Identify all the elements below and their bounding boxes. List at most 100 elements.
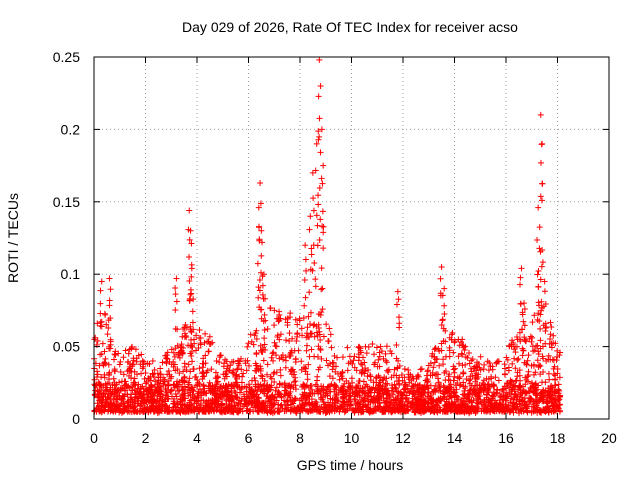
data-point <box>259 282 266 289</box>
data-point <box>197 402 204 409</box>
data-point <box>141 404 148 411</box>
data-point-peak <box>521 300 528 307</box>
data-point <box>229 383 236 390</box>
data-point <box>97 300 104 307</box>
data-point <box>262 295 269 302</box>
data-point <box>521 336 528 343</box>
data-point <box>347 392 354 399</box>
data-point <box>110 375 117 382</box>
data-point <box>494 386 501 393</box>
data-point <box>493 390 500 397</box>
data-point <box>528 379 535 386</box>
data-point <box>319 180 326 187</box>
data-point <box>409 373 416 380</box>
data-point <box>364 393 371 400</box>
data-point <box>186 254 193 261</box>
data-point <box>141 399 148 406</box>
data-point <box>356 392 363 399</box>
data-point <box>316 133 323 140</box>
data-point <box>257 388 264 395</box>
data-point <box>315 192 322 199</box>
data-point <box>437 396 444 403</box>
data-point <box>121 383 128 390</box>
data-point <box>504 379 511 386</box>
data-point <box>266 383 273 390</box>
data-point <box>267 386 274 393</box>
data-point <box>293 338 300 345</box>
data-point <box>258 315 265 322</box>
data-point <box>557 393 564 400</box>
data-point <box>396 324 403 331</box>
data-point <box>303 399 310 406</box>
data-point <box>520 408 527 415</box>
data-point <box>358 370 365 377</box>
data-point <box>519 352 526 359</box>
data-point <box>374 395 381 402</box>
data-point <box>521 322 528 329</box>
data-point <box>539 389 546 396</box>
data-point <box>305 313 312 320</box>
data-point <box>317 311 324 318</box>
data-point <box>179 406 186 413</box>
data-point <box>220 371 227 378</box>
data-point <box>163 358 170 365</box>
data-point <box>339 375 346 382</box>
data-point <box>470 406 477 413</box>
data-point <box>296 315 303 322</box>
data-point <box>189 319 196 326</box>
data-point <box>485 396 492 403</box>
data-point <box>557 349 564 356</box>
data-point <box>546 391 553 398</box>
data-point <box>305 361 312 368</box>
data-point <box>165 368 172 375</box>
x-tick-label: 12 <box>395 430 411 446</box>
data-point <box>470 387 477 394</box>
data-point <box>118 387 125 394</box>
data-point <box>445 401 452 408</box>
data-point <box>538 263 545 270</box>
data-point <box>222 408 229 415</box>
data-point <box>247 331 254 338</box>
data-point <box>206 340 213 347</box>
data-point <box>321 401 328 408</box>
data-point <box>316 115 323 122</box>
data-point <box>484 358 491 365</box>
data-point <box>197 341 204 348</box>
data-point <box>299 332 306 339</box>
data-point <box>154 381 161 388</box>
data-point <box>523 361 530 368</box>
data-point <box>435 379 442 386</box>
data-point <box>359 366 366 373</box>
data-point <box>314 222 321 229</box>
data-point <box>513 406 520 413</box>
data-point <box>120 371 127 378</box>
data-point <box>383 359 390 366</box>
data-point <box>525 368 532 375</box>
data-point <box>554 366 561 373</box>
data-point <box>371 389 378 396</box>
data-point <box>518 394 525 401</box>
data-point <box>319 208 326 215</box>
data-point <box>277 402 284 409</box>
data-point <box>257 306 264 313</box>
data-point <box>530 371 537 378</box>
data-point <box>365 366 372 373</box>
data-point <box>100 404 107 411</box>
data-point <box>460 370 467 377</box>
data-point <box>318 265 325 272</box>
data-point <box>365 390 372 397</box>
data-point <box>223 373 230 380</box>
x-axis-label: GPS time / hours <box>297 457 404 473</box>
data-point <box>339 354 346 361</box>
data-point <box>523 338 530 345</box>
data-point <box>273 352 280 359</box>
data-point <box>535 382 542 389</box>
data-point <box>289 335 296 342</box>
data-point <box>357 345 364 352</box>
data-point <box>168 346 175 353</box>
data-point <box>283 408 290 415</box>
data-point <box>521 306 528 313</box>
data-point <box>424 389 431 396</box>
data-point-peak <box>320 162 327 169</box>
data-point <box>312 381 319 388</box>
